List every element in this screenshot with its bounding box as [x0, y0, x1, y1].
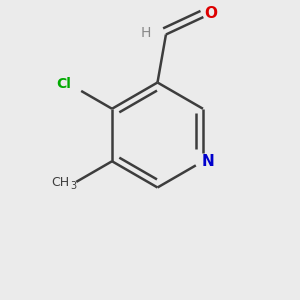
Text: O: O	[204, 6, 217, 21]
Text: 3: 3	[71, 181, 77, 190]
Text: N: N	[202, 154, 214, 169]
Text: CH: CH	[51, 176, 70, 189]
Text: Cl: Cl	[56, 77, 71, 92]
Text: H: H	[140, 26, 151, 40]
